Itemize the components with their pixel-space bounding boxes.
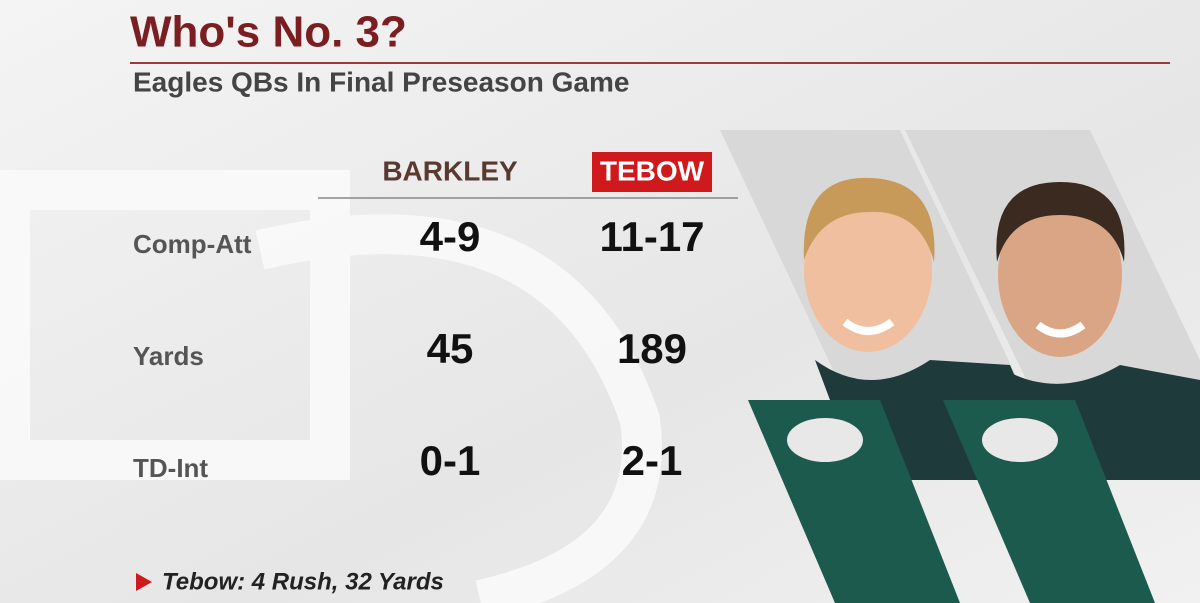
footnote: Tebow: 4 Rush, 32 Yards [162,568,444,595]
row-label: Yards [133,341,204,371]
stat-value: 45 [427,325,474,372]
face [804,188,932,352]
face [998,193,1122,357]
hair [803,177,935,262]
player-photos [720,130,1200,603]
subtitle: Eagles QBs In Final Preseason Game [133,66,629,97]
watermark [0,170,662,603]
footnote-marker [136,573,152,591]
team-logo [787,418,863,462]
column-header: BARKLEY [382,155,518,186]
stat-value: 0-1 [420,437,481,484]
smile [1035,321,1086,338]
team-logo [982,418,1058,462]
stat-value: 11-17 [599,213,704,260]
title: Who's No. 3? [130,8,407,57]
header-highlight [592,152,712,192]
stat-value: 2-1 [622,437,683,484]
hair [996,182,1125,262]
column-header: TEBOW [600,155,705,186]
smile [842,318,895,335]
stat-value: 4-9 [420,213,481,260]
stats-table: BARKLEY TEBOW Comp-Att 4-9 11-17 Yards 45 189 TD… [133,155,705,484]
row-label: Comp-Att [133,229,252,259]
stat-value: 189 [617,325,687,372]
row-label: TD-Int [133,453,208,483]
